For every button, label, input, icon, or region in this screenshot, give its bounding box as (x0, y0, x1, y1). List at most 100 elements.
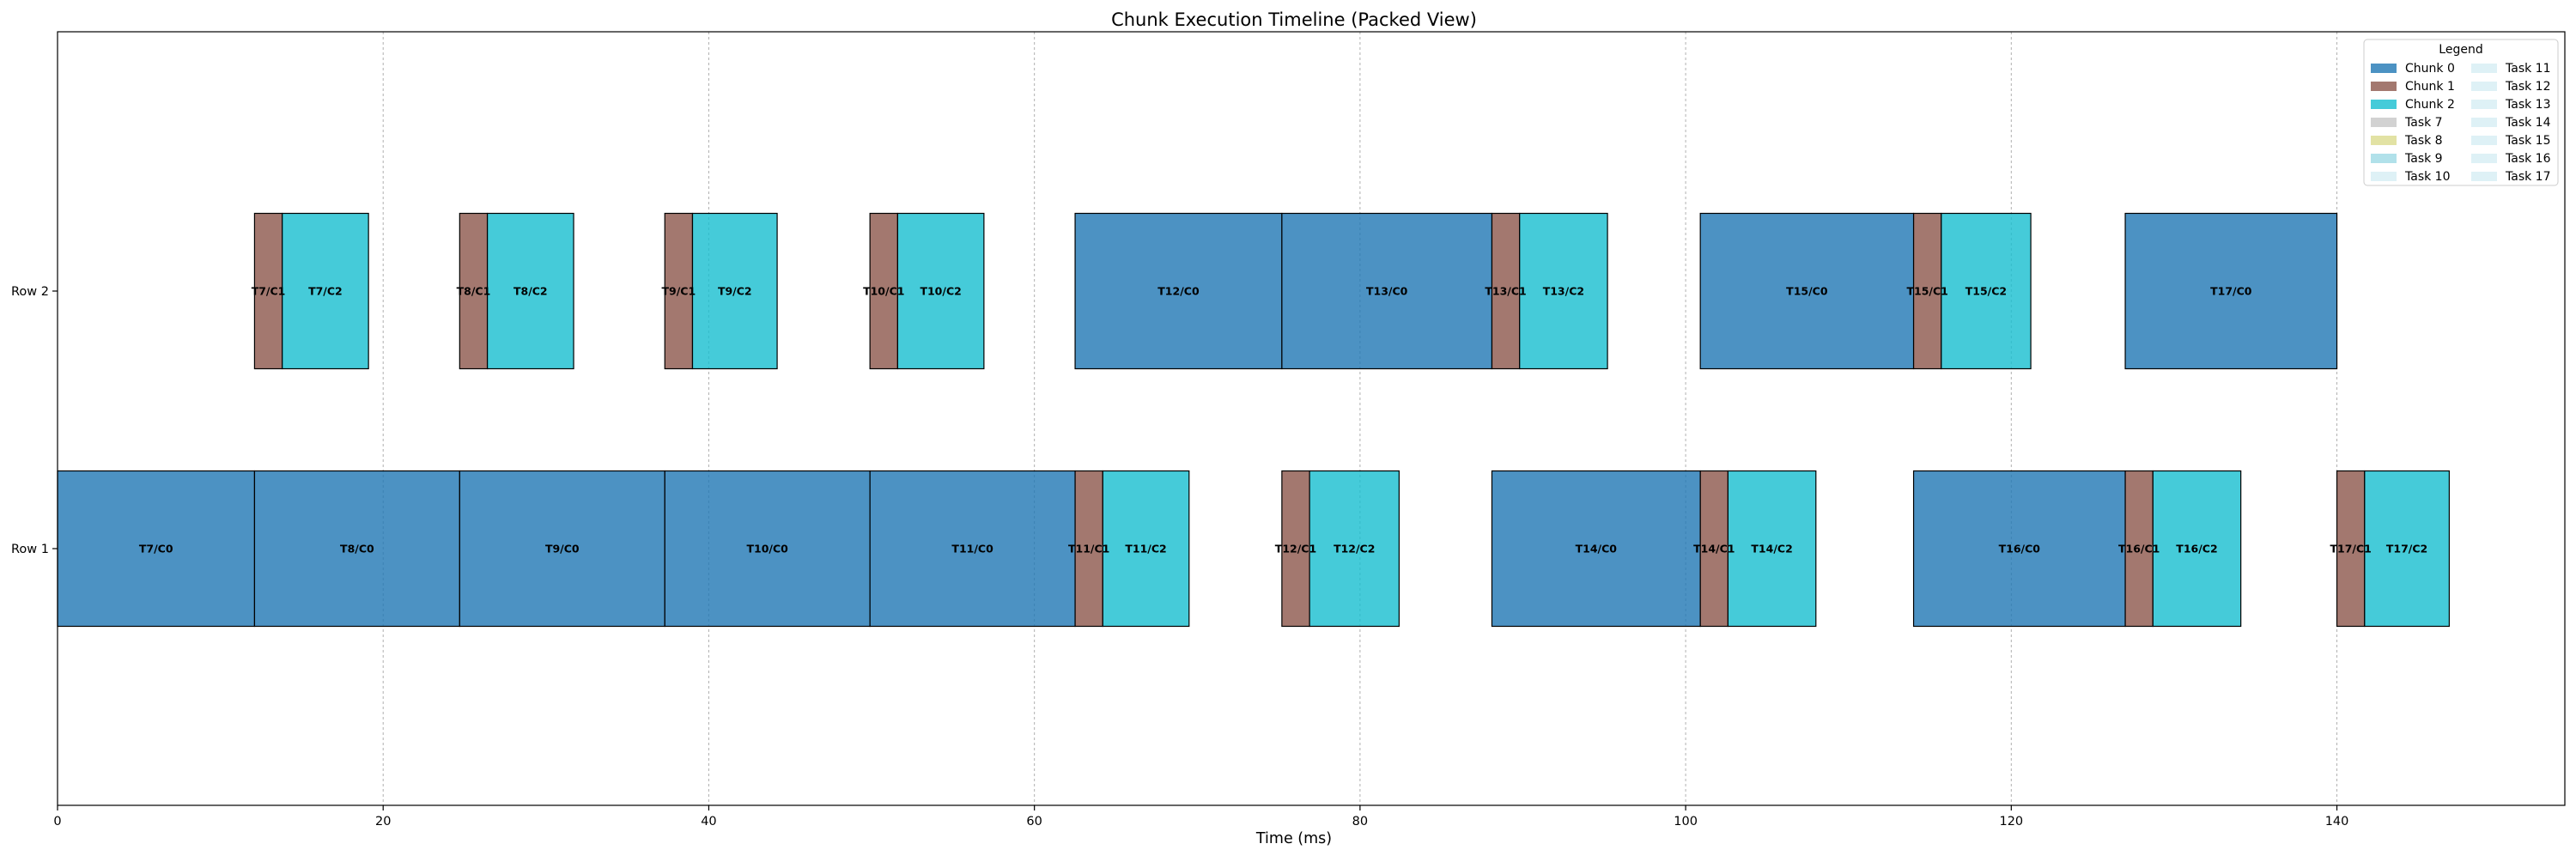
segment-bar (2124, 212, 2338, 370)
legend-label: Task 16 (2505, 152, 2551, 166)
legend-swatch (2371, 64, 2397, 73)
segment-label: T13/C2 (1543, 285, 1584, 298)
x-tick-label: 120 (1999, 815, 2023, 829)
segment-label: T16/C1 (2118, 543, 2160, 555)
segment-bar (253, 470, 460, 628)
segment-label: T10/C1 (863, 285, 904, 298)
legend-swatch (2471, 82, 2497, 91)
x-tick-label: 40 (701, 815, 716, 829)
segment-label: T11/C1 (1068, 543, 1109, 555)
segment-bar (1519, 212, 1608, 370)
segment-label: T10/C0 (747, 543, 789, 555)
segment-label: T14/C2 (1751, 543, 1792, 555)
segment-label: T12/C2 (1334, 543, 1375, 555)
legend-swatch (2371, 154, 2397, 163)
segment-label: T11/C0 (951, 543, 993, 555)
legend-swatch (2471, 172, 2497, 181)
segment-bar (1699, 470, 1729, 628)
legend-swatch (2471, 100, 2497, 109)
legend-swatch (2371, 118, 2397, 127)
segment-bar (869, 470, 1076, 628)
segment-bar (2124, 470, 2154, 628)
segment-bar (869, 212, 898, 370)
x-tick-label: 80 (1352, 815, 1368, 829)
segment-labels: T7/C0 T8/C0 T9/C0 T10/C0 T11/C0 T11/C1 T11/C2 T… (139, 285, 2427, 555)
x-axis-ticks: 0 20 40 60 80 100 120 140 (53, 805, 2348, 829)
segment-label: T13/C0 (1366, 285, 1408, 298)
legend-swatch (2471, 154, 2497, 163)
segment-bar (1491, 212, 1521, 370)
segment-label: T14/C0 (1576, 543, 1618, 555)
segment-bar (1102, 470, 1190, 628)
legend-label: Task 14 (2505, 116, 2551, 130)
x-axis-title: Time (ms) (1255, 830, 1332, 847)
segment-bar (57, 470, 256, 628)
segment-bar (2336, 470, 2366, 628)
x-tick-label: 140 (2325, 815, 2349, 829)
segment-bar (1491, 470, 1701, 628)
segment-label: T10/C2 (920, 285, 961, 298)
segment-bar (1074, 212, 1283, 370)
segment-label: T14/C1 (1693, 543, 1735, 555)
legend-swatch (2471, 136, 2497, 145)
segment-bar (486, 212, 574, 370)
legend-label: Task 12 (2505, 80, 2550, 94)
segment-bar (1309, 470, 1400, 628)
segment-bar (1912, 470, 2126, 628)
legend-label: Task 15 (2505, 134, 2550, 148)
segment-bar (1727, 470, 1817, 628)
segment-bar (664, 212, 694, 370)
segment-label: T8/C1 (457, 285, 491, 298)
segment-bar (691, 212, 778, 370)
legend-swatch (2471, 64, 2497, 73)
segment-bar (1941, 212, 2032, 370)
segment-label: T15/C2 (1965, 285, 2007, 298)
legend-label: Task 13 (2505, 98, 2550, 112)
segment-label: T16/C0 (1999, 543, 2041, 555)
segment-bar (2152, 470, 2242, 628)
segment-bar (1699, 212, 1915, 370)
segment-bar (896, 212, 985, 370)
y-tick-label: Row 1 (11, 543, 49, 556)
segment-label: T12/C0 (1157, 285, 1200, 298)
segment-bar (1074, 470, 1103, 628)
grid-lines (382, 32, 2338, 805)
segment-bar (282, 212, 369, 370)
chart-title: Chunk Execution Timeline (Packed View) (1111, 9, 1477, 30)
segment-label: T7/C2 (308, 285, 343, 298)
segment-bar (2364, 470, 2450, 628)
segment-bar (459, 470, 665, 628)
segment-bar (459, 212, 489, 370)
x-tick-label: 20 (375, 815, 391, 829)
legend-swatch (2371, 136, 2397, 145)
legend-label: Chunk 0 (2405, 62, 2455, 76)
y-axis-ticks: Row 1 Row 2 (11, 285, 58, 556)
segment-label: T17/C1 (2330, 543, 2371, 555)
segment-bars (57, 212, 2450, 628)
legend-label: Task 11 (2505, 62, 2550, 76)
legend-label: Chunk 2 (2405, 98, 2455, 112)
segment-label: T16/C2 (2176, 543, 2217, 555)
x-tick-label: 60 (1026, 815, 1042, 829)
segment-label: T9/C1 (662, 285, 696, 298)
y-tick-label: Row 2 (11, 285, 49, 299)
legend-swatch (2371, 100, 2397, 109)
legend-label: Task 9 (2404, 152, 2443, 166)
legend-swatch (2371, 82, 2397, 91)
segment-bar (664, 470, 871, 628)
segment-label: T7/C1 (252, 285, 286, 298)
legend-label: Task 8 (2404, 134, 2443, 148)
segment-label: T8/C0 (340, 543, 374, 555)
segment-label: T17/C0 (2210, 285, 2252, 298)
segment-label: T8/C2 (513, 285, 548, 298)
segment-label: T15/C0 (1786, 285, 1828, 298)
x-tick-label: 100 (1674, 815, 1698, 829)
legend-swatch (2371, 172, 2397, 181)
segment-label: T11/C2 (1125, 543, 1166, 555)
x-tick-label: 0 (53, 815, 61, 829)
legend-swatch (2471, 118, 2497, 127)
legend-label: Chunk 1 (2405, 80, 2455, 94)
